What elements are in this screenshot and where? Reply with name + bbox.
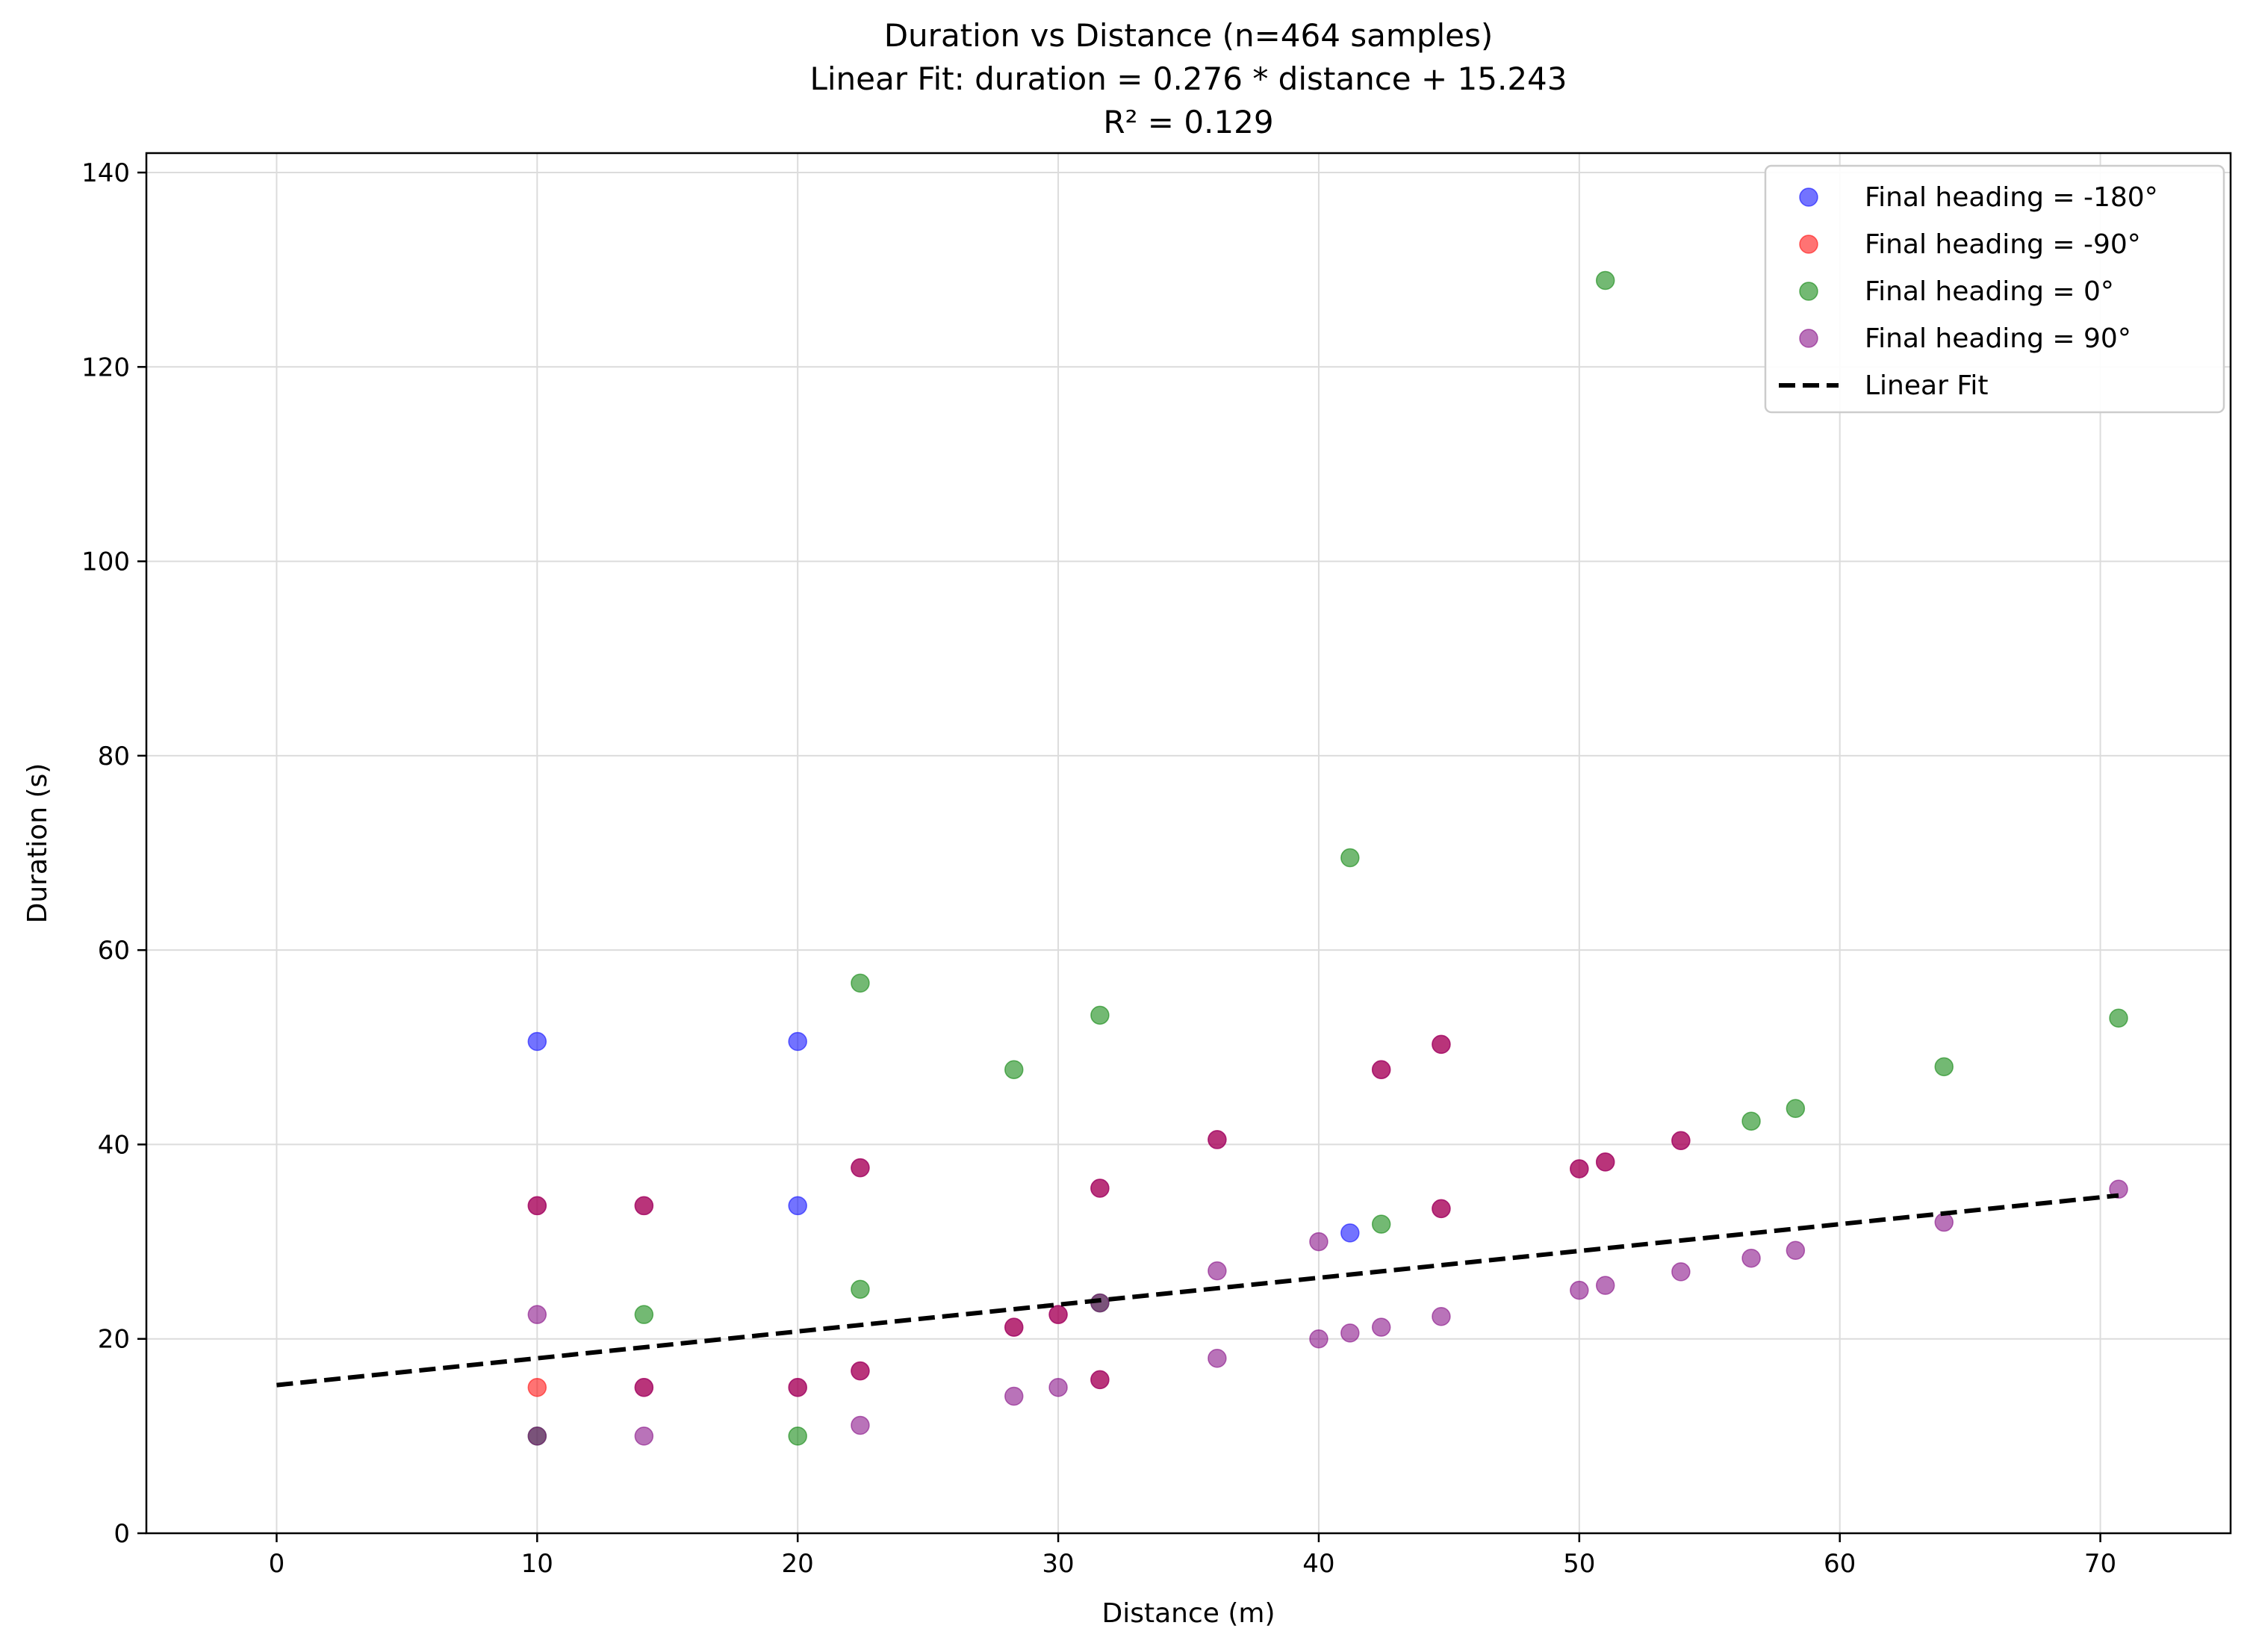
data-point [1432,1307,1451,1326]
x-tick-label: 20 [782,1549,814,1579]
data-point [1371,1214,1391,1234]
data-point [1432,1034,1451,1055]
data-point [1741,1111,1761,1131]
data-point [851,1279,870,1299]
data-point [1340,848,1360,868]
y-tick-label: 40 [98,1130,130,1160]
legend-label: Final heading = -90° [1865,229,2141,260]
data-point [1004,1386,1024,1406]
data-point [1786,1240,1806,1261]
data-point [788,1031,807,1052]
chart-title: Duration vs Distance (n=464 samples) Line… [809,17,1567,140]
data-point [1340,1223,1360,1243]
data-point [1371,1060,1391,1079]
data-points [527,270,2128,1446]
data-point [527,1378,547,1397]
y-tick-label: 120 [81,353,130,382]
y-tick-label: 60 [98,936,130,966]
data-point [1090,1179,1110,1198]
data-point [1671,1131,1691,1150]
data-point [788,1426,807,1446]
data-point [788,1196,807,1216]
legend-marker [1799,329,1818,348]
data-point [634,1426,654,1446]
legend-marker [1799,235,1818,254]
data-point [634,1196,654,1216]
legend-marker [1799,282,1818,301]
data-point [527,1305,547,1324]
x-tick-label: 70 [2084,1549,2116,1579]
data-point [851,1415,870,1435]
data-point [1004,1060,1024,1079]
data-point [1432,1199,1451,1219]
data-point [1309,1329,1329,1349]
legend-label: Linear Fit [1865,370,1989,401]
data-point [851,1158,870,1178]
data-point [527,1426,547,1446]
y-tick-label: 20 [98,1325,130,1355]
legend-label: Final heading = 0° [1865,276,2114,307]
plot-area-frame [145,152,2232,1535]
legend-label: Final heading = -180° [1865,182,2158,213]
data-point [1208,1348,1227,1368]
legend: Final heading = -180° Final heading = -90… [1764,164,2225,414]
y-tick-label: 0 [114,1519,130,1549]
data-point [527,1196,547,1216]
legend-label: Final heading = 90° [1865,323,2131,354]
x-tick-label: 30 [1042,1549,1074,1579]
data-point [851,1361,870,1381]
data-point [851,973,870,993]
data-point [1309,1232,1329,1252]
x-tick-label: 60 [1824,1549,1856,1579]
title-line: Duration vs Distance (n=464 samples) [884,17,1494,54]
x-tick-label: 50 [1563,1549,1595,1579]
data-point [1090,1005,1110,1025]
x-axis-label: Distance (m) [1101,1598,1275,1629]
title-line: Linear Fit: duration = 0.276 * distance … [809,60,1567,97]
data-point [1570,1159,1589,1179]
data-point [1371,1317,1391,1337]
data-point [1741,1248,1761,1268]
data-point [634,1378,654,1397]
data-point [1595,1152,1615,1172]
data-point [1934,1212,1954,1232]
data-point [2109,1008,2128,1028]
y-tick-label: 80 [98,742,130,771]
x-tick-label: 40 [1302,1549,1334,1579]
data-point [1090,1370,1110,1390]
y-axis-label: Duration (s) [22,763,53,924]
data-point [1340,1323,1360,1343]
axis-ticks: 0 10 20 30 40 50 60 70 0 20 40 60 80 100 120 140 [81,158,2116,1579]
data-point [1048,1378,1068,1397]
data-point [1671,1262,1691,1282]
fit-line-group [276,1193,2119,1388]
data-point [1595,270,1615,291]
y-tick-label: 100 [81,547,130,577]
data-point [634,1305,654,1324]
data-point [1048,1305,1068,1324]
data-point [1934,1057,1954,1077]
data-point [1786,1099,1806,1119]
x-tick-label: 0 [269,1549,285,1579]
title-line: R² = 0.129 [1103,104,1273,140]
data-point [527,1031,547,1052]
legend-marker [1799,187,1818,207]
data-point [1004,1317,1024,1337]
y-tick-label: 140 [81,158,130,188]
data-point [1595,1276,1615,1295]
linear-fit-line [276,1193,2119,1388]
data-point [1208,1130,1227,1149]
data-point [1570,1280,1589,1300]
x-tick-label: 10 [521,1549,553,1579]
data-point [788,1378,807,1397]
grid-lines [146,153,2231,1534]
legend-box [1764,164,2225,414]
data-point [1208,1261,1227,1281]
